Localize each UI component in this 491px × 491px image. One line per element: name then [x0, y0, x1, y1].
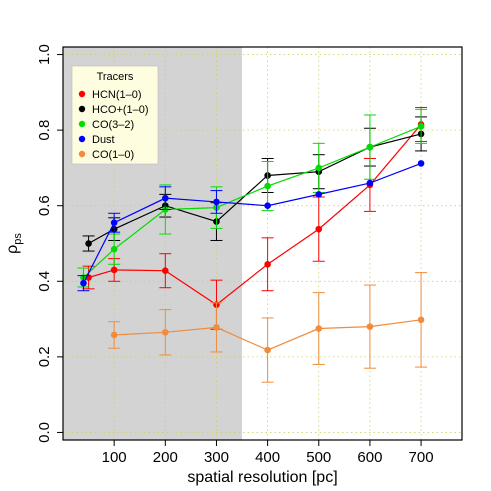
data-point	[110, 266, 118, 274]
data-point	[110, 331, 118, 339]
legend-label: CO(3–2)	[92, 119, 134, 131]
data-point	[213, 324, 220, 331]
data-point	[110, 245, 118, 253]
legend-marker	[78, 120, 86, 128]
x-axis-title: spatial resolution [pc]	[187, 469, 337, 486]
data-point	[366, 323, 374, 330]
series-3	[77, 160, 425, 292]
data-point	[264, 182, 271, 190]
legend-marker	[78, 90, 86, 98]
legend-box	[71, 65, 159, 165]
data-point	[213, 198, 220, 206]
legend-title: Tracers	[97, 71, 134, 83]
legend: Tracers HCN(1–0) HCO+(1–0) CO(3–2) Dust CO(1–…	[71, 65, 159, 165]
y-tick-label: 0.0	[36, 422, 53, 443]
series-layer	[77, 106, 428, 383]
y-tick-label: 0.2	[36, 346, 53, 367]
x-tick-label: 200	[153, 449, 178, 466]
series-4	[108, 272, 428, 383]
data-point	[417, 316, 425, 324]
data-point	[85, 240, 92, 247]
series-line	[88, 124, 422, 306]
x-tick-label: 100	[102, 449, 127, 466]
x-tick-label: 500	[306, 449, 331, 466]
legend-label: CO(1–0)	[92, 149, 134, 161]
x-tick-label: 600	[357, 449, 382, 466]
legend-label: HCN(1–0)	[92, 89, 142, 101]
y-tick-label: 0.6	[36, 195, 53, 216]
x-tick-label: 300	[204, 449, 229, 466]
data-point	[366, 143, 374, 151]
legend-label: Dust	[92, 134, 115, 146]
series-line	[83, 125, 422, 278]
data-point	[264, 346, 271, 354]
data-point	[366, 179, 374, 187]
y-axis-title: ρps	[4, 233, 24, 254]
series-2	[77, 108, 428, 288]
y-axis-title-subscript: ps	[12, 233, 24, 245]
data-point	[315, 225, 323, 233]
y-axis-title-main: ρ	[4, 245, 21, 254]
data-point	[315, 191, 323, 198]
data-point	[162, 267, 169, 275]
y-tick-label: 0.4	[36, 271, 53, 292]
legend-label: HCO+(1–0)	[92, 104, 149, 116]
data-point	[110, 219, 118, 227]
data-point	[162, 329, 169, 336]
data-point	[80, 279, 87, 287]
data-point	[417, 123, 425, 130]
y-tick-label: 0.8	[36, 120, 53, 141]
data-point	[264, 202, 271, 210]
legend-marker	[78, 105, 86, 113]
plot-frame	[62, 46, 463, 441]
data-point	[315, 164, 323, 172]
legend-marker	[78, 150, 86, 158]
legend-marker	[78, 135, 86, 143]
y-tick-label: 1.0	[36, 44, 53, 65]
series-line	[82, 162, 422, 284]
x-tick-label: 700	[409, 449, 434, 466]
axis-layer: 100 200 300 400 500 600 700 0.0 0.2 0.4 0.6 0.8 1.0	[36, 44, 434, 466]
data-point	[315, 325, 323, 332]
data-point	[264, 260, 271, 268]
data-point	[162, 194, 169, 202]
data-point	[417, 160, 425, 167]
x-tick-label: 400	[255, 449, 280, 466]
series-0	[82, 106, 428, 330]
